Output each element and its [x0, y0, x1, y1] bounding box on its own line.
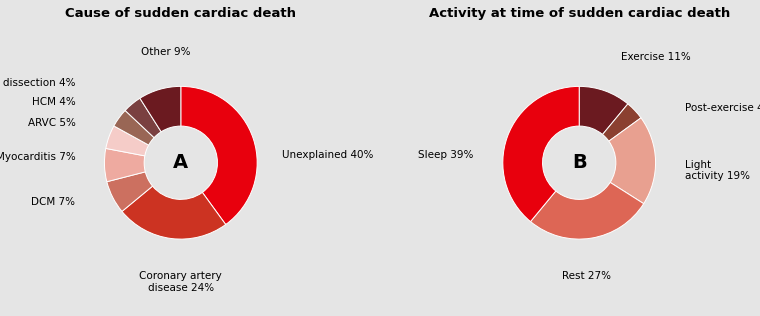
Wedge shape [106, 126, 149, 156]
Wedge shape [125, 98, 161, 138]
Text: Sleep 39%: Sleep 39% [419, 150, 473, 160]
Wedge shape [140, 86, 181, 132]
Wedge shape [530, 182, 644, 239]
Text: B: B [572, 153, 587, 172]
Wedge shape [107, 172, 153, 211]
Wedge shape [579, 86, 628, 135]
Text: DCM 7%: DCM 7% [31, 198, 75, 207]
Wedge shape [114, 111, 154, 145]
Text: HCM 4%: HCM 4% [32, 97, 75, 106]
Wedge shape [104, 149, 145, 182]
Text: Post-exercise 4%: Post-exercise 4% [685, 103, 760, 113]
Title: Cause of sudden cardiac death: Cause of sudden cardiac death [65, 7, 296, 20]
Text: Coronary artery
disease 24%: Coronary artery disease 24% [139, 271, 222, 293]
Title: Activity at time of sudden cardiac death: Activity at time of sudden cardiac death [429, 7, 730, 20]
Text: Light
activity 19%: Light activity 19% [685, 160, 749, 181]
Text: Aortic dissection 4%: Aortic dissection 4% [0, 77, 75, 88]
Text: Unexplained 40%: Unexplained 40% [282, 150, 373, 160]
Text: Rest 27%: Rest 27% [562, 271, 611, 281]
Wedge shape [122, 186, 226, 239]
Text: Exercise 11%: Exercise 11% [621, 52, 691, 62]
Wedge shape [181, 86, 257, 225]
Text: A: A [173, 153, 188, 172]
Text: ARVC 5%: ARVC 5% [27, 118, 75, 128]
Wedge shape [503, 86, 579, 222]
Text: Other 9%: Other 9% [141, 47, 190, 58]
Wedge shape [609, 118, 656, 204]
Text: Myocarditis 7%: Myocarditis 7% [0, 152, 75, 161]
Wedge shape [603, 104, 641, 141]
